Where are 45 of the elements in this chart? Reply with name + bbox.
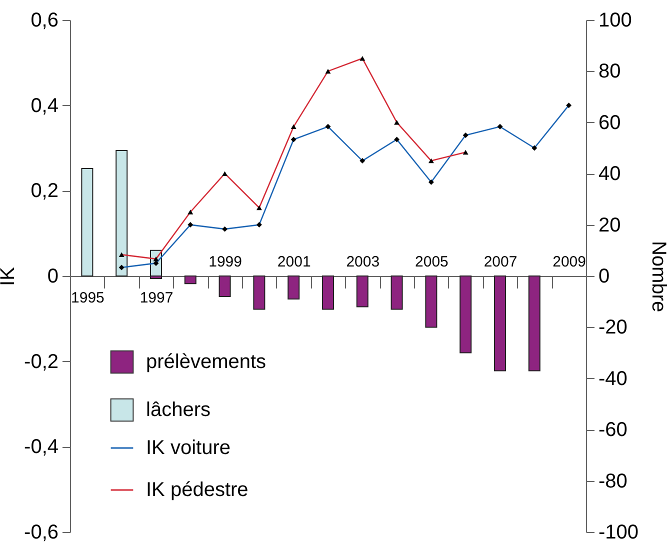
bar [390,276,403,310]
y2-tick-label: 100 [598,10,632,32]
y-axis-title: IK [0,266,20,286]
bar [253,276,266,310]
bar [356,276,368,308]
bar [494,276,506,372]
legend-label: IK pédestre [146,479,248,501]
y-tick-label: 0,2 [30,180,58,202]
y-tick-label: -0,2 [24,350,58,373]
x-tick-label: 2003 [346,254,380,270]
y2-tick-label: 80 [598,60,621,83]
legend-label: IK voiture [146,437,230,459]
bar [460,276,472,354]
x-tick-label: 2001 [277,254,311,270]
y2-tick-label: -20 [598,316,628,339]
y-tick-label: 0 [47,266,58,288]
x-tick-label: 2007 [484,254,518,270]
y-tick-label: 0,6 [30,10,58,32]
y2-axis-title: Nombre [648,240,670,312]
legend-label: lâchers [146,399,210,421]
x-tick-label: 1995 [71,290,104,306]
y2-tick-label: 40 [598,163,621,186]
x-tick-label: 2009 [552,254,586,270]
x-tick-label: 1997 [140,290,174,306]
bar [116,150,128,276]
bar [425,276,438,328]
y2-tick-label: -40 [598,368,628,390]
y2-tick-label: -80 [598,470,628,492]
bar [288,276,300,300]
bar [322,276,334,310]
y2-tick-label: -100 [598,522,639,544]
legend-label: prélèvements [146,351,266,373]
bar [184,276,196,284]
y-tick-label: 0,4 [30,94,58,117]
x-tick-label: 2005 [415,254,448,270]
y2-tick-label: 20 [598,214,621,236]
bar [218,276,231,297]
x-tick-label: 1999 [208,254,242,270]
bar [528,276,540,372]
y-tick-label: -0,4 [24,436,58,458]
y2-tick-label: 60 [598,112,621,134]
y2-tick-label: 0 [598,266,610,288]
bar [81,168,94,276]
y-tick-label: -0,6 [24,522,58,544]
y2-tick-label: -60 [598,419,628,442]
